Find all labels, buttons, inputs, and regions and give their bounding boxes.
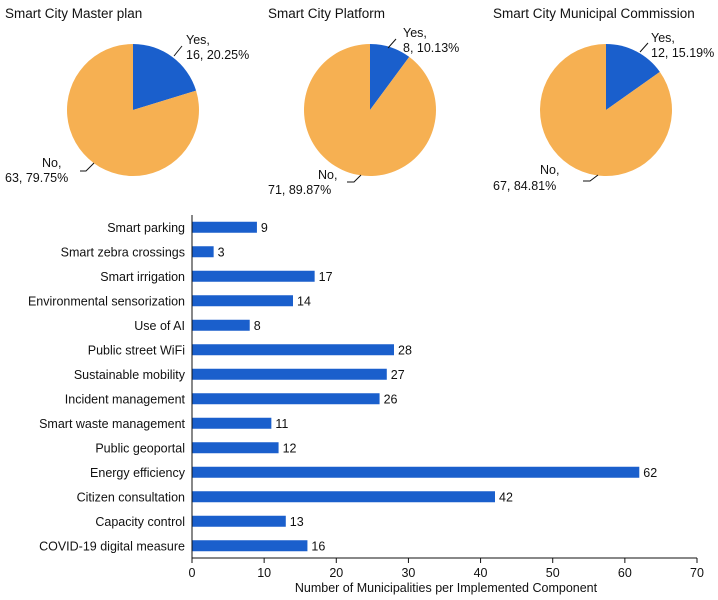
pie-slice-no xyxy=(67,44,199,177)
bar-value-label: 13 xyxy=(290,515,304,529)
bar-value-label: 14 xyxy=(297,294,311,308)
pie-label-no-name: No, xyxy=(318,168,337,182)
category-label: Energy efficiency xyxy=(90,466,186,480)
bar-value-label: 42 xyxy=(499,490,513,504)
pie-label-no-value: 71, 89.87% xyxy=(268,183,331,197)
bar-value-label: 11 xyxy=(275,417,288,431)
leader-line-no xyxy=(80,162,95,172)
category-label: Sustainable mobility xyxy=(74,368,186,382)
bar xyxy=(192,368,387,380)
leader-line-yes xyxy=(173,45,183,57)
bar xyxy=(192,246,214,258)
category-label: Public geoportal xyxy=(95,441,185,455)
pie-label-no-name: No, xyxy=(42,156,61,170)
x-tick-label: 10 xyxy=(257,566,271,580)
pie-slice-no xyxy=(303,44,436,176)
bar-value-label: 26 xyxy=(384,392,398,406)
pie-label-yes-name: Yes, xyxy=(651,31,675,45)
bar-value-label: 8 xyxy=(254,319,261,333)
pie-title-platform: Smart City Platform xyxy=(268,6,385,21)
pie-label-yes-name: Yes, xyxy=(403,26,427,40)
bar xyxy=(192,515,286,527)
pie-label-yes-name: Yes, xyxy=(186,33,210,47)
x-tick-label: 50 xyxy=(546,566,560,580)
bar xyxy=(192,466,640,478)
category-label: Environmental sensorization xyxy=(28,294,185,308)
bar-value-label: 12 xyxy=(283,441,297,455)
bar xyxy=(192,442,279,454)
category-label: Incident management xyxy=(65,392,186,406)
pie-title-master-plan: Smart City Master plan xyxy=(5,6,142,21)
category-label: Smart waste management xyxy=(39,417,185,431)
x-tick-label: 70 xyxy=(690,566,704,580)
pie-label-yes-value: 16, 20.25% xyxy=(186,48,249,62)
bar xyxy=(192,393,380,405)
x-tick-label: 60 xyxy=(618,566,632,580)
pie-chart-platform: Smart City Platform Yes, 8, 10.13% No, 7… xyxy=(268,6,459,197)
leader-line-no xyxy=(347,174,362,183)
pie-slice-yes xyxy=(606,44,660,110)
pie-label-no-value: 67, 84.81% xyxy=(493,179,556,193)
bar-value-label: 28 xyxy=(398,343,412,357)
horizontal-bar-chart: Smart parking Smart zebra crossings Smart … xyxy=(28,215,704,595)
bar xyxy=(192,270,315,282)
bar-value-label: 3 xyxy=(218,245,225,259)
pie-slice-yes xyxy=(370,44,410,110)
x-tick-label: 30 xyxy=(401,566,415,580)
x-tick-label: 0 xyxy=(189,566,196,580)
pie-label-no-name: No, xyxy=(540,163,559,177)
category-label: Citizen consultation xyxy=(77,490,185,504)
bar xyxy=(192,319,250,331)
category-label: COVID-19 digital measure xyxy=(39,539,185,553)
bar xyxy=(192,344,394,356)
bar xyxy=(192,540,308,552)
pie-label-yes-value: 12, 15.19% xyxy=(651,46,714,60)
leader-line-no xyxy=(583,174,599,182)
category-label: Smart irrigation xyxy=(100,270,185,284)
pie-chart-master-plan: Smart City Master plan Yes, 16, 20.25% N… xyxy=(5,6,249,185)
bar xyxy=(192,417,272,429)
pie-title-municipal-commission: Smart City Municipal Commission xyxy=(493,6,695,21)
pie-chart-municipal-commission: Smart City Municipal Commission Yes, 12,… xyxy=(493,6,714,193)
category-label: Smart zebra crossings xyxy=(61,245,185,259)
bar-value-label: 27 xyxy=(391,368,405,382)
bar xyxy=(192,295,293,307)
pie-label-no-value: 63, 79.75% xyxy=(5,171,68,185)
bar xyxy=(192,221,257,233)
x-tick-label: 20 xyxy=(329,566,343,580)
bar-value-label: 16 xyxy=(311,539,325,553)
x-tick-label: 40 xyxy=(474,566,488,580)
x-axis-title: Number of Municipalities per Implemented… xyxy=(295,581,598,595)
pie-slice-yes xyxy=(133,44,197,110)
category-label: Public street WiFi xyxy=(88,343,185,357)
bar-value-label: 62 xyxy=(643,466,657,480)
bar-value-label: 17 xyxy=(319,270,333,284)
leader-line-yes xyxy=(387,38,397,49)
category-label: Capacity control xyxy=(95,515,185,529)
bar-value-label: 9 xyxy=(261,221,268,235)
pie-slice-no xyxy=(540,44,672,177)
category-label: Use of AI xyxy=(134,319,185,333)
bar xyxy=(192,491,495,503)
category-label: Smart parking xyxy=(107,221,185,235)
pie-label-yes-value: 8, 10.13% xyxy=(403,41,459,55)
leader-line-yes xyxy=(639,42,649,53)
